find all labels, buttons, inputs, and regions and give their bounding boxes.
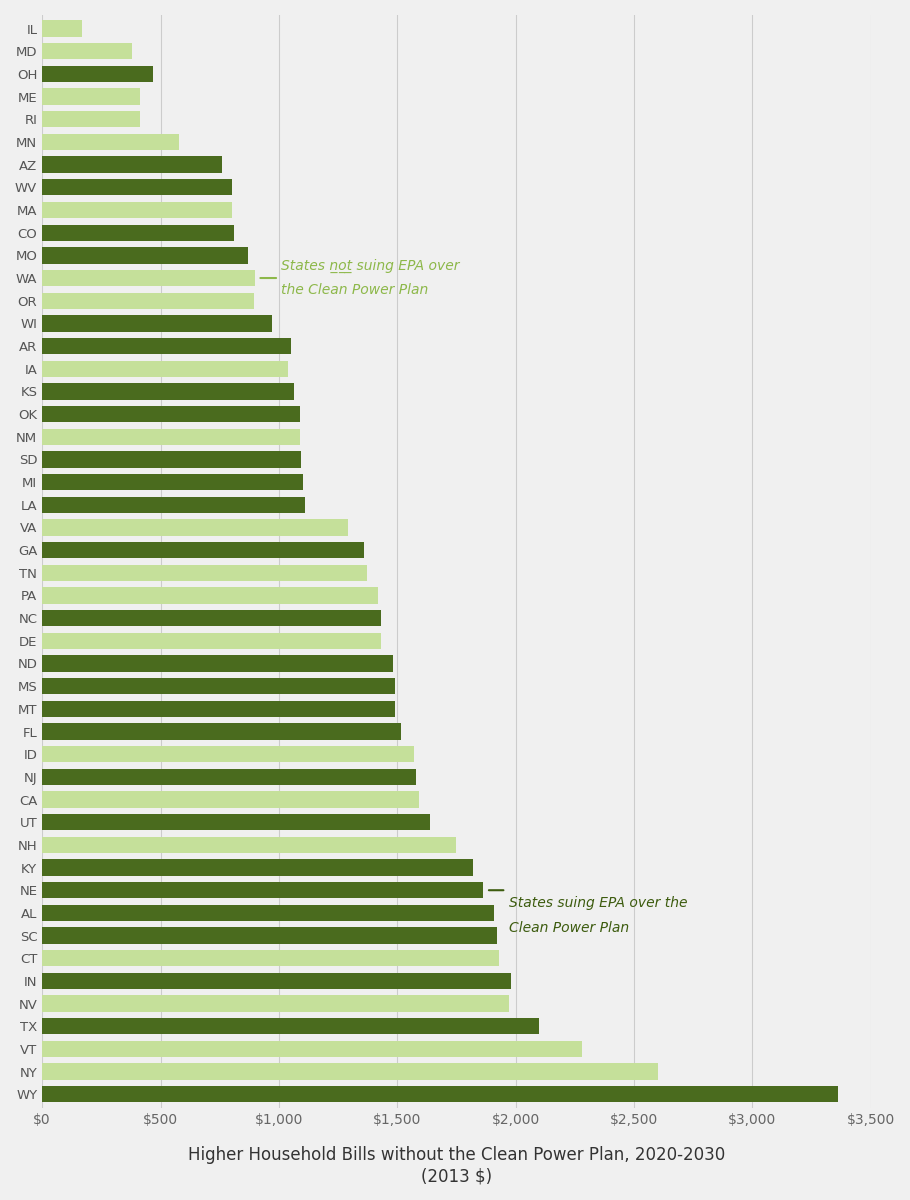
Bar — [42, 928, 497, 943]
Bar — [42, 996, 509, 1012]
Bar — [42, 859, 473, 876]
Bar — [42, 338, 290, 354]
Bar — [42, 1018, 540, 1034]
Bar — [42, 814, 430, 830]
Bar — [42, 89, 140, 104]
Bar — [42, 565, 367, 581]
Bar — [42, 179, 231, 196]
Bar — [42, 316, 272, 331]
Bar — [42, 156, 222, 173]
Bar — [42, 587, 379, 604]
Bar — [42, 406, 300, 422]
Text: States suing EPA over the: States suing EPA over the — [509, 895, 687, 910]
Bar — [42, 497, 305, 512]
Bar — [42, 1040, 582, 1057]
Bar — [42, 112, 140, 127]
Bar — [42, 474, 303, 491]
Bar — [42, 791, 419, 808]
Bar — [42, 360, 288, 377]
X-axis label: Higher Household Bills without the Clean Power Plan, 2020-2030
(2013 $): Higher Household Bills without the Clean… — [187, 1146, 725, 1184]
Bar — [42, 1063, 658, 1080]
Bar — [42, 383, 294, 400]
Text: States n̲o̲t̲ suing EPA over: States n̲o̲t̲ suing EPA over — [281, 258, 460, 272]
Text: Clean Power Plan: Clean Power Plan — [509, 920, 629, 935]
Bar — [42, 202, 231, 218]
Bar — [42, 836, 457, 853]
Bar — [42, 293, 254, 308]
Bar — [42, 247, 248, 264]
Bar — [42, 43, 132, 60]
Text: the Clean Power Plan: the Clean Power Plan — [281, 283, 429, 298]
Bar — [42, 224, 234, 241]
Bar — [42, 610, 380, 626]
Bar — [42, 701, 395, 716]
Bar — [42, 973, 511, 989]
Bar — [42, 66, 154, 82]
Bar — [42, 20, 83, 37]
Bar — [42, 769, 416, 785]
Bar — [42, 632, 380, 649]
Bar — [42, 428, 300, 445]
Bar — [42, 134, 179, 150]
Bar — [42, 655, 392, 672]
Bar — [42, 270, 255, 286]
Bar — [42, 451, 301, 468]
Bar — [42, 882, 482, 899]
Bar — [42, 950, 499, 966]
Bar — [42, 1086, 838, 1103]
Bar — [42, 520, 348, 535]
Bar — [42, 724, 400, 739]
Bar — [42, 542, 364, 558]
Bar — [42, 905, 494, 922]
Bar — [42, 746, 414, 762]
Bar — [42, 678, 395, 695]
